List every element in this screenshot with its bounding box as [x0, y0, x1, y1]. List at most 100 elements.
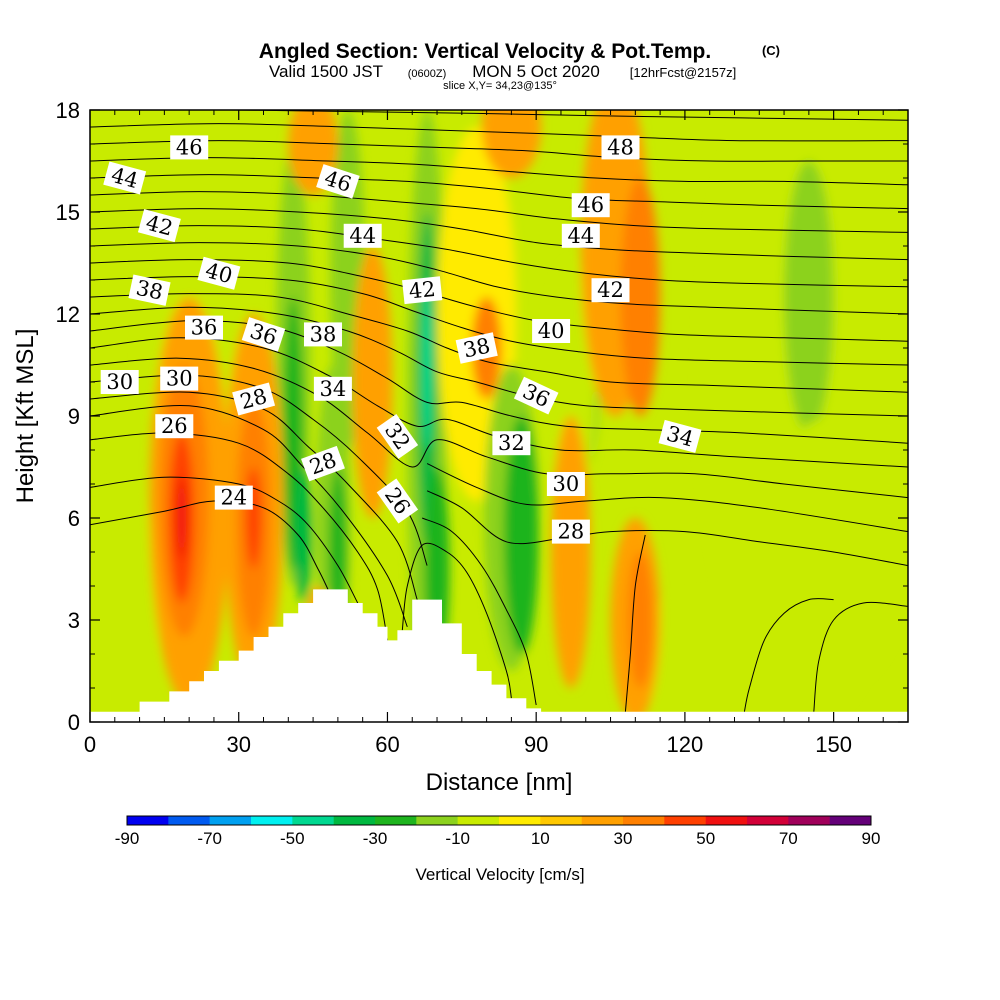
- colorbar-swatch-12: [623, 816, 665, 825]
- colorbar-swatch-17: [829, 816, 872, 825]
- contour-label-box: [313, 376, 352, 401]
- colorbar-title: Vertical Velocity [cm/s]: [415, 865, 584, 884]
- colorbar-swatch-7: [416, 816, 458, 825]
- y-tick-label-18: 18: [56, 98, 80, 123]
- colorbar-swatch-5: [333, 816, 376, 825]
- contour-label-box: [197, 256, 241, 290]
- colorbar-swatch-2: [209, 816, 252, 825]
- x-tick-label-90: 90: [524, 732, 548, 757]
- x-tick-label-0: 0: [84, 732, 96, 757]
- contour-label-46-0: 46: [170, 135, 209, 160]
- contour-label-text: 48: [607, 135, 634, 159]
- isentrope-31-11: [90, 337, 908, 468]
- isentrope-35-15: [90, 276, 908, 366]
- subtitle-valid: Valid 1500 JST: [269, 62, 383, 81]
- velocity-cell-24: [176, 477, 187, 559]
- isentrope-26-3: [401, 542, 512, 699]
- velocity-cell-29: [481, 110, 542, 178]
- contour-label-box: [402, 276, 443, 305]
- contour-label-text: 26: [161, 414, 188, 438]
- contour-label-box: [455, 332, 498, 364]
- contour-label-38-16: 38: [455, 332, 498, 364]
- velocity-cell-34: [627, 552, 653, 688]
- isentrope-24-0: [90, 500, 329, 590]
- y-tick-label-12: 12: [56, 302, 80, 327]
- subtitle-forecast: [12hrFcst@2157z]: [630, 65, 736, 80]
- contour-label-text: 30: [553, 472, 580, 496]
- contour-label-box: [128, 274, 171, 306]
- slice-info: slice X,Y= 34,23@135°: [443, 80, 557, 92]
- contour-label-30-27: 30: [546, 472, 585, 496]
- x-tick-label-60: 60: [375, 732, 399, 757]
- contour-label-36-12: 36: [185, 315, 223, 340]
- isentrope-27-28: [743, 598, 834, 712]
- contour-label-box: [591, 278, 630, 303]
- contour-label-30-17: 30: [100, 370, 139, 394]
- isentrope-43-23: [90, 140, 908, 162]
- velocity-cell-18: [615, 592, 834, 716]
- x-tick-label-150: 150: [815, 732, 852, 757]
- contour-label-text: 46: [176, 135, 203, 159]
- isentrope-27-5: [421, 517, 537, 706]
- isentrope-28-26: [624, 534, 646, 712]
- contour-label-text: 40: [538, 319, 565, 343]
- contour-label-text: 42: [408, 277, 437, 304]
- contour-label-32-24: 32: [492, 431, 531, 456]
- contour-label-box: [546, 472, 585, 496]
- y-tick-label-0: 0: [68, 710, 80, 735]
- colorbar-swatch-4: [292, 816, 334, 825]
- contour-label-30-18: 30: [160, 366, 199, 391]
- contour-label-text: 38: [461, 333, 492, 362]
- colorbar-label-7: 50: [696, 829, 715, 848]
- subtitle-utc: (0600Z): [408, 68, 447, 80]
- colorbar-label-9: 90: [862, 829, 881, 848]
- isentrope-37-17: [90, 242, 908, 315]
- contour-label-box: [551, 519, 590, 544]
- velocity-cell-31: [620, 178, 661, 416]
- contour-label-44-7: 44: [561, 223, 600, 248]
- contour-label-box: [301, 445, 345, 482]
- contour-label-text: 32: [498, 431, 525, 455]
- isentrope-30-10: [90, 357, 908, 499]
- y-tick-label-3: 3: [68, 608, 80, 633]
- isentrope-36-16: [90, 259, 908, 342]
- contour-label-box: [561, 223, 600, 248]
- contour-label-28-30: 28: [551, 519, 590, 544]
- colorbar-label-1: -70: [197, 829, 222, 848]
- isentrope-28-7: [426, 490, 908, 567]
- colorbar-label-5: 10: [531, 829, 550, 848]
- contour-label-text: 30: [166, 367, 193, 391]
- contour-label-box: [103, 161, 147, 195]
- isentrope-38-18: [90, 225, 908, 288]
- contour-label-box: [343, 223, 382, 248]
- contour-label-text: 34: [320, 377, 347, 401]
- isentrope-28-27: [813, 601, 908, 712]
- contour-label-box: [658, 419, 702, 453]
- colorbar-label-6: 30: [614, 829, 633, 848]
- isentrope-44-24: [90, 123, 908, 142]
- isentrope-39-19: [90, 208, 908, 261]
- contour-label-box: [376, 478, 419, 524]
- contour-label-box: [170, 135, 209, 160]
- y-tick-label-9: 9: [68, 404, 80, 429]
- contour-label-text: 44: [349, 224, 376, 248]
- contour-label-box: [214, 485, 253, 510]
- contour-label-text: 30: [106, 370, 133, 394]
- contour-label-40-15: 40: [532, 319, 571, 343]
- x-axis: 0 30 60 90 120 150: [84, 110, 884, 757]
- contour-label-34-19: 34: [313, 376, 352, 401]
- contour-label-46-4: 46: [571, 193, 610, 218]
- contour-label-box: [232, 382, 276, 416]
- contour-label-text: 38: [134, 276, 165, 305]
- colorbar-swatch-1: [168, 816, 210, 825]
- contour-label-box: [376, 413, 419, 459]
- colorbar-swatch-9: [499, 816, 541, 825]
- velocity-cell-12: [503, 416, 539, 654]
- contour-label-box: [571, 193, 610, 218]
- y-tick-label-15: 15: [56, 200, 80, 225]
- colorbar-swatch-13: [664, 816, 706, 825]
- y-tick-label-6: 6: [68, 506, 80, 531]
